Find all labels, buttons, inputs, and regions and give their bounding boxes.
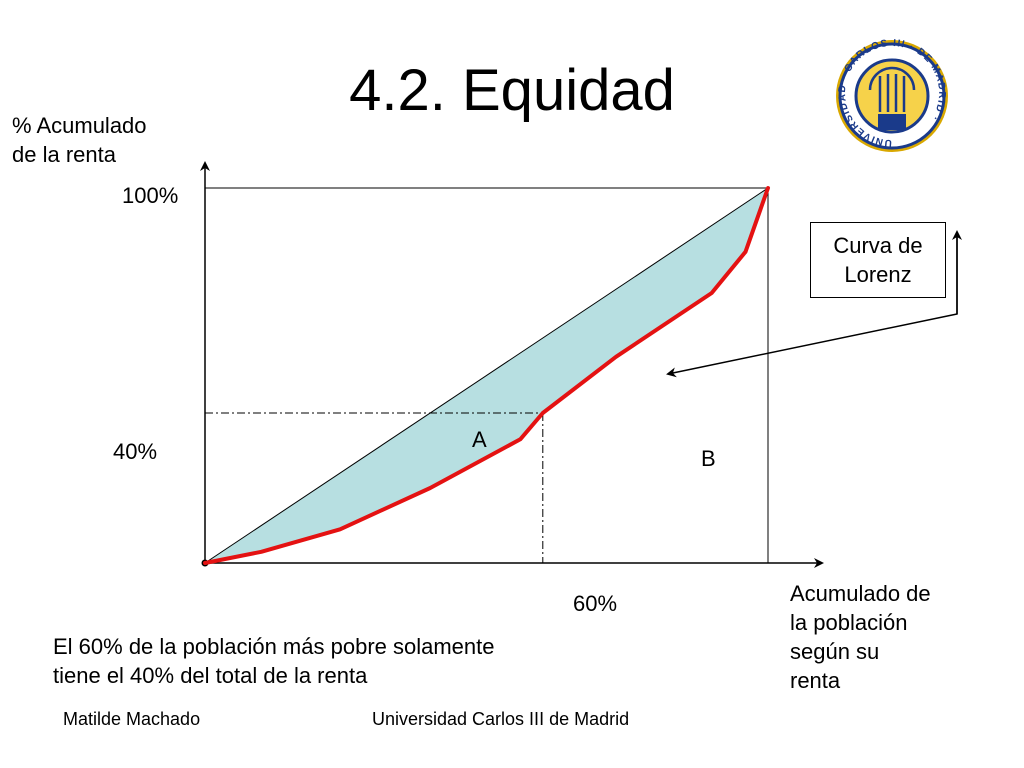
lorenz-callout-line1: Curva de [833,233,923,258]
x-axis-label-line3: según su [790,639,880,664]
area-a-label: A [472,427,487,452]
x-axis-label-line4: renta [790,668,841,693]
caption-line1: El 60% de la población más pobre solamen… [53,634,495,659]
x-axis-label-line1: Acumulado de [790,581,931,606]
x-axis-label-line2: la población [790,610,908,635]
slide-title: 4.2. Equidad [349,58,675,123]
area-b-label: B [701,446,716,471]
lorenz-callout-line2: Lorenz [844,262,912,287]
tick-label-60: 60% [573,591,618,616]
y-axis-label-line1: % Acumulado [12,113,147,138]
caption-line2: tiene el 40% del total de la renta [53,663,368,688]
y-axis-label: % Acumulado de la renta [12,111,147,169]
x-axis-label: Acumulado de la población según su renta [790,579,931,695]
caption: El 60% de la población más pobre solamen… [53,632,495,690]
lorenz-callout-box: Curva de Lorenz [810,222,946,298]
y-axis-label-line2: de la renta [12,142,116,167]
footer-university: Universidad Carlos III de Madrid [372,709,630,729]
lorenz-curve [203,186,770,565]
equality-line [204,187,769,564]
footer-author: Matilde Machado [63,709,201,729]
tick-label-100: 100% [122,183,179,208]
tick-label-40: 40% [113,439,158,464]
